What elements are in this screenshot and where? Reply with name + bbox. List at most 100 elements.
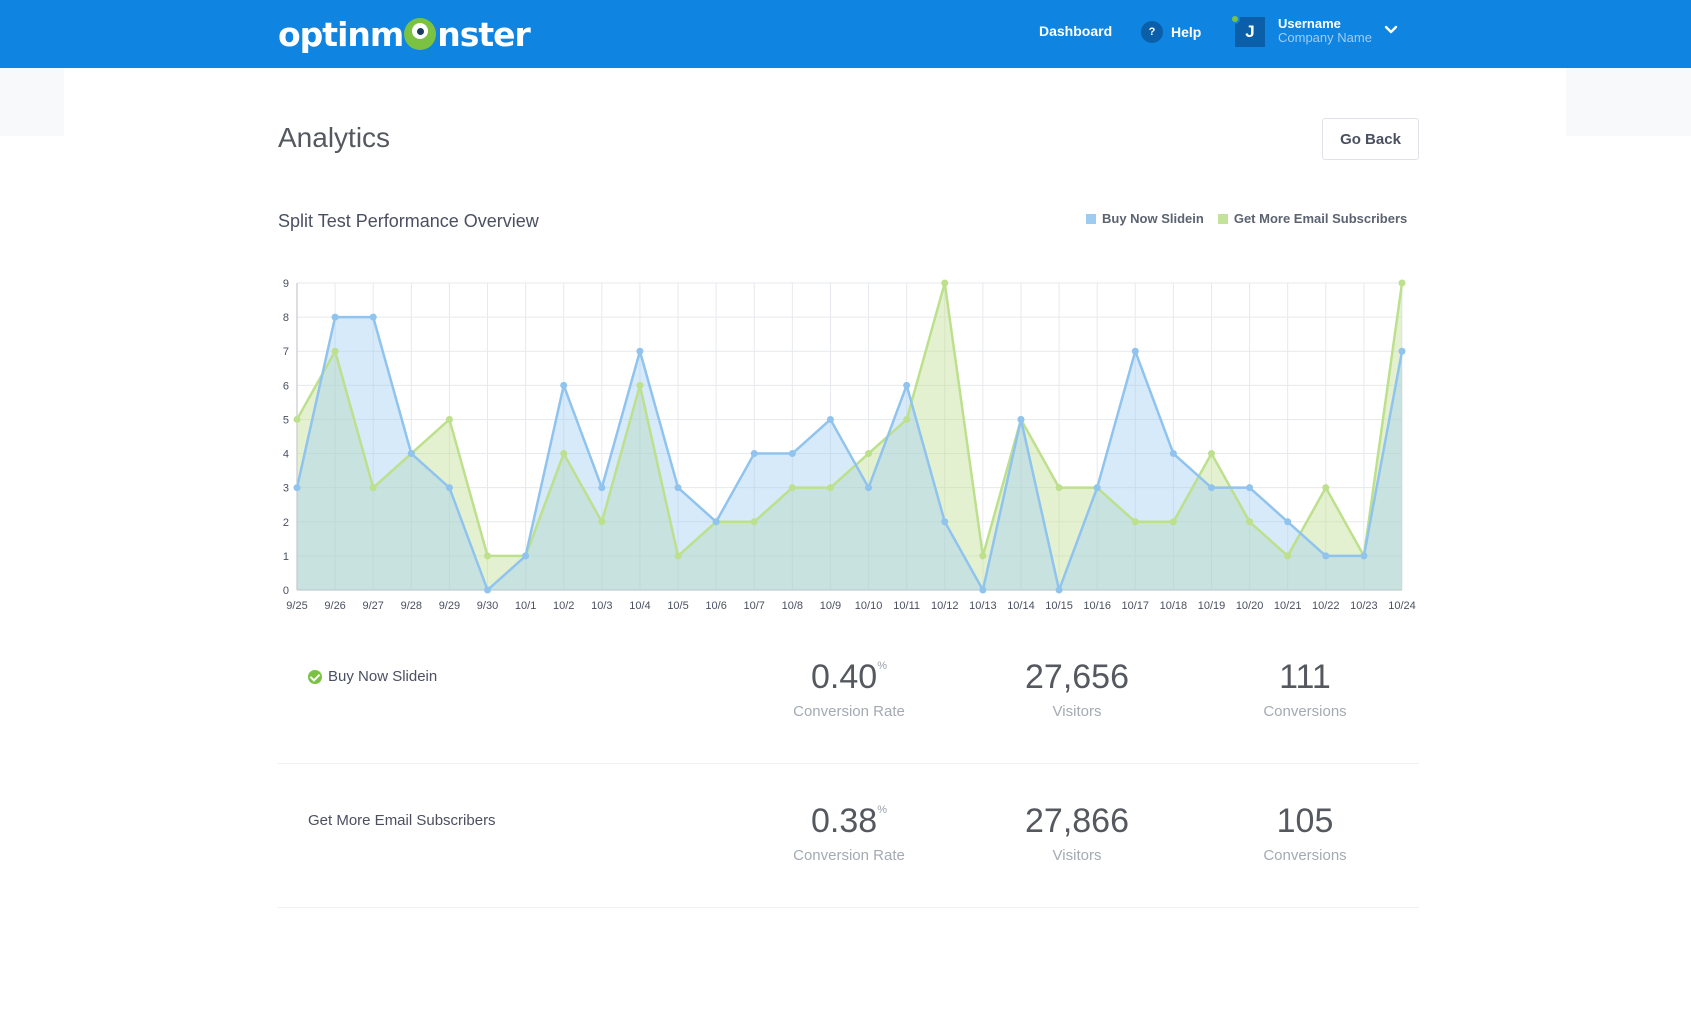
x-tick-label: 10/9 — [820, 600, 841, 612]
data-point — [1207, 484, 1215, 492]
data-point — [1169, 518, 1177, 526]
data-point — [712, 518, 720, 526]
data-point — [979, 552, 987, 560]
variant-name[interactable]: Buy Now Slidein — [308, 668, 437, 685]
conversion-rate-value: 0.38 — [811, 802, 878, 840]
data-point — [522, 552, 530, 560]
x-tick-label: 10/6 — [705, 600, 726, 612]
legend-item-buy-now[interactable]: Buy Now Slidein — [1086, 211, 1204, 226]
conversion-rate-label: Conversion Rate — [793, 703, 905, 720]
user-menu[interactable]: Username Company Name — [1278, 17, 1372, 45]
x-tick-label: 10/12 — [931, 600, 959, 612]
conversion-rate-value: 0.40 — [811, 658, 878, 696]
legend-swatch — [1217, 213, 1228, 224]
x-tick-label: 10/1 — [515, 600, 536, 612]
go-back-button[interactable]: Go Back — [1322, 118, 1419, 160]
data-point — [1017, 415, 1025, 423]
optinmonster-logo[interactable]: optinm nster — [278, 14, 531, 54]
x-tick-label: 10/22 — [1312, 600, 1340, 612]
data-point — [750, 450, 758, 458]
data-point — [407, 450, 415, 458]
y-tick-label: 9 — [283, 278, 289, 290]
x-tick-label: 9/28 — [401, 600, 422, 612]
data-point — [369, 313, 377, 321]
y-tick-label: 5 — [283, 414, 289, 426]
logo-text-left: optinm — [278, 14, 404, 54]
data-point — [1246, 518, 1254, 526]
x-tick-label: 10/15 — [1045, 600, 1073, 612]
legend-label: Get More Email Subscribers — [1233, 211, 1408, 226]
data-point — [445, 415, 453, 423]
visitors-stat: 27,866 Visitors — [997, 802, 1157, 864]
online-status-icon — [1230, 14, 1240, 24]
conversions-value: 111 — [1279, 658, 1331, 696]
x-tick-label: 9/26 — [324, 600, 345, 612]
data-point — [598, 518, 606, 526]
conversions-value: 105 — [1276, 802, 1334, 840]
conversion-rate-stat: 0.40% Conversion Rate — [769, 658, 929, 720]
y-tick-label: 3 — [283, 483, 289, 495]
x-tick-label: 9/30 — [477, 600, 498, 612]
series-line — [295, 281, 1404, 558]
data-point — [636, 347, 644, 355]
x-tick-label: 9/25 — [286, 600, 307, 612]
data-point — [1398, 279, 1406, 287]
legend-label: Buy Now Slidein — [1102, 211, 1204, 226]
percent-unit: % — [877, 804, 887, 816]
conversion-rate-label: Conversion Rate — [793, 847, 905, 864]
x-tick-label: 10/3 — [591, 600, 612, 612]
logo-text-right: nster — [437, 14, 531, 54]
chart-legend: Buy Now Slidein Get More Email Subscribe… — [1086, 211, 1407, 226]
page-title: Analytics — [278, 122, 391, 153]
data-point — [1322, 484, 1330, 492]
chevron-down-icon[interactable] — [1384, 24, 1398, 36]
legend-item-email-subscribers[interactable]: Get More Email Subscribers — [1217, 211, 1408, 226]
data-point — [750, 518, 758, 526]
data-point — [674, 552, 682, 560]
x-tick-label: 9/27 — [362, 600, 383, 612]
visitors-value: 27,866 — [1025, 802, 1129, 840]
data-point — [1169, 450, 1177, 458]
conversions-label: Conversions — [1263, 703, 1347, 720]
y-tick-label: 6 — [283, 380, 289, 392]
x-tick-label: 10/23 — [1350, 600, 1378, 612]
variant-label: Get More Email Subscribers — [308, 812, 496, 829]
data-point — [1398, 347, 1406, 355]
help-link[interactable]: ? Help — [1141, 21, 1201, 43]
top-navigation-bar: optinm nster Dashboard ? Help J Username… — [0, 0, 1691, 68]
data-point — [1131, 347, 1139, 355]
visitors-label: Visitors — [1052, 847, 1102, 864]
avatar[interactable]: J — [1235, 17, 1265, 47]
variant-row: Buy Now Slidein 0.40% Conversion Rate 27… — [278, 620, 1419, 764]
percent-unit: % — [877, 660, 887, 672]
y-tick-label: 1 — [283, 551, 289, 563]
visitors-value: 27,656 — [1025, 658, 1129, 696]
data-point — [865, 450, 873, 458]
x-tick-label: 10/4 — [629, 600, 650, 612]
split-test-area-chart: 0 1 2 3 4 5 6 7 8 9 9/25 9/26 9/27 9/28 9/29 9/30 10/1 10… — [283, 278, 1416, 612]
x-tick-label: 10/14 — [1007, 600, 1035, 612]
help-label: Help — [1171, 24, 1202, 40]
chart-title: Split Test Performance Overview — [278, 211, 539, 231]
data-point — [1284, 552, 1292, 560]
data-point — [484, 586, 492, 594]
data-point — [331, 313, 339, 321]
monster-eye-icon — [404, 18, 437, 50]
nav-dashboard-link[interactable]: Dashboard — [1039, 23, 1113, 39]
x-tick-label: 10/10 — [855, 600, 883, 612]
x-tick-label: 10/24 — [1388, 600, 1416, 612]
conversion-rate-stat: 0.38% Conversion Rate — [769, 802, 929, 864]
data-point — [903, 381, 911, 389]
y-tick-label: 8 — [283, 312, 289, 324]
data-point — [369, 484, 377, 492]
variant-name[interactable]: Get More Email Subscribers — [308, 812, 496, 829]
data-point — [1322, 552, 1330, 560]
y-tick-label: 2 — [283, 517, 289, 529]
x-tick-label: 9/29 — [439, 600, 460, 612]
conversions-stat: 105 Conversions — [1225, 802, 1385, 864]
question-icon: ? — [1141, 21, 1163, 43]
x-tick-label: 10/13 — [969, 600, 997, 612]
data-point — [445, 484, 453, 492]
data-point — [788, 450, 796, 458]
data-point — [788, 484, 796, 492]
